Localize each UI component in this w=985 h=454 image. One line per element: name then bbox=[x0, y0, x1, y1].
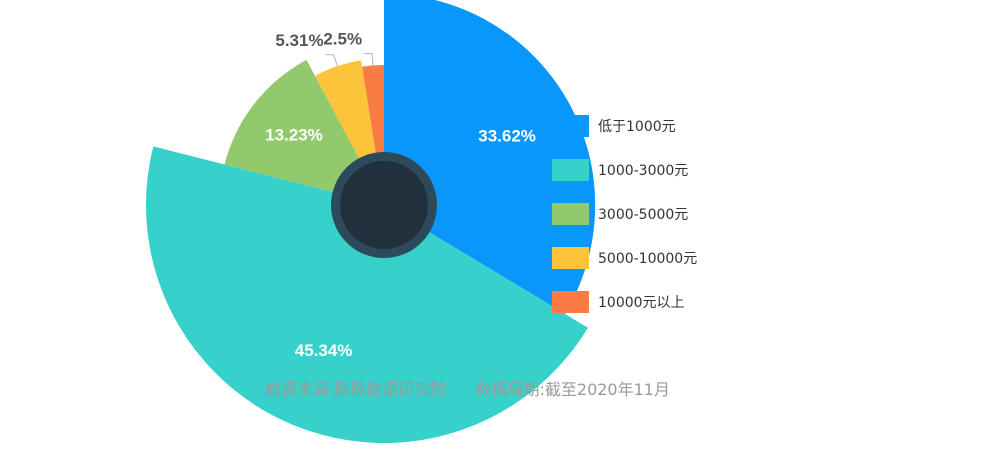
legend-item-1[interactable]: 1000-3000元 bbox=[552, 159, 697, 181]
slice-value-label-0: 33.62% bbox=[478, 126, 536, 145]
pie-slice-3 bbox=[314, 60, 377, 166]
legend-label: 5000-10000元 bbox=[598, 251, 698, 267]
footer-source: 数据来源:脉脉数据研究院 数据周期:截至2020年11月 bbox=[0, 376, 935, 400]
leader-line-3 bbox=[325, 54, 338, 67]
legend-label: 低于1000元 bbox=[598, 119, 676, 135]
legend-swatch bbox=[552, 203, 589, 225]
pie-slice-0 bbox=[384, 0, 596, 314]
legend-label: 10000元以上 bbox=[598, 295, 685, 311]
legend-label: 1000-3000元 bbox=[598, 163, 689, 179]
legend-label: 3000-5000元 bbox=[598, 207, 689, 223]
pie-slice-1 bbox=[145, 146, 588, 444]
source-text: 数据来源:脉脉数据研究院 bbox=[265, 380, 447, 399]
legend-swatch bbox=[552, 159, 589, 181]
slice-value-label-1: 45.34% bbox=[295, 341, 353, 360]
legend-item-2[interactable]: 3000-5000元 bbox=[552, 203, 697, 225]
center-circle bbox=[340, 161, 428, 249]
legend-item-4[interactable]: 10000元以上 bbox=[552, 291, 697, 313]
legend-item-3[interactable]: 5000-10000元 bbox=[552, 247, 697, 269]
slice-value-label-4: 2.5% bbox=[323, 29, 362, 48]
pie-slice-4 bbox=[362, 65, 384, 161]
slice-value-label-2: 13.23% bbox=[265, 125, 323, 144]
legend-swatch bbox=[552, 247, 589, 269]
leader-line-4 bbox=[364, 52, 374, 66]
slice-value-label-3: 5.31% bbox=[275, 31, 323, 50]
pie-slice-2 bbox=[224, 59, 363, 194]
legend-swatch bbox=[552, 115, 589, 137]
legend-item-0[interactable]: 低于1000元 bbox=[552, 115, 697, 137]
period-text: 数据周期:截至2020年11月 bbox=[475, 380, 670, 399]
legend-swatch bbox=[552, 291, 589, 313]
legend: 低于1000元 1000-3000元 3000-5000元 5000-10000元 10… bbox=[552, 115, 697, 335]
